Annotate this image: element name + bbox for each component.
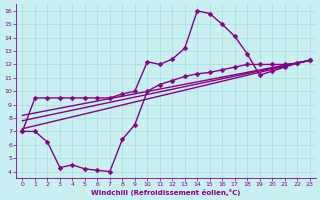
X-axis label: Windchill (Refroidissement éolien,°C): Windchill (Refroidissement éolien,°C) (91, 189, 241, 196)
